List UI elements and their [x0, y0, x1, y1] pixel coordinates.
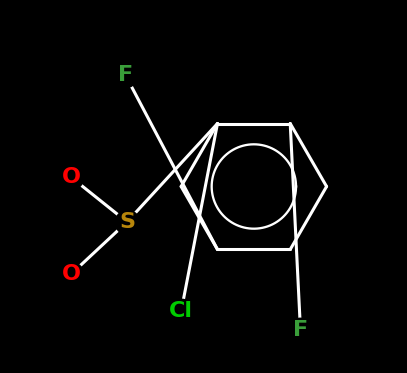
- Text: O: O: [61, 264, 81, 284]
- Text: F: F: [118, 65, 133, 85]
- Text: S: S: [119, 212, 135, 232]
- Text: O: O: [61, 167, 81, 187]
- Text: Cl: Cl: [169, 301, 193, 322]
- Text: F: F: [293, 320, 308, 340]
